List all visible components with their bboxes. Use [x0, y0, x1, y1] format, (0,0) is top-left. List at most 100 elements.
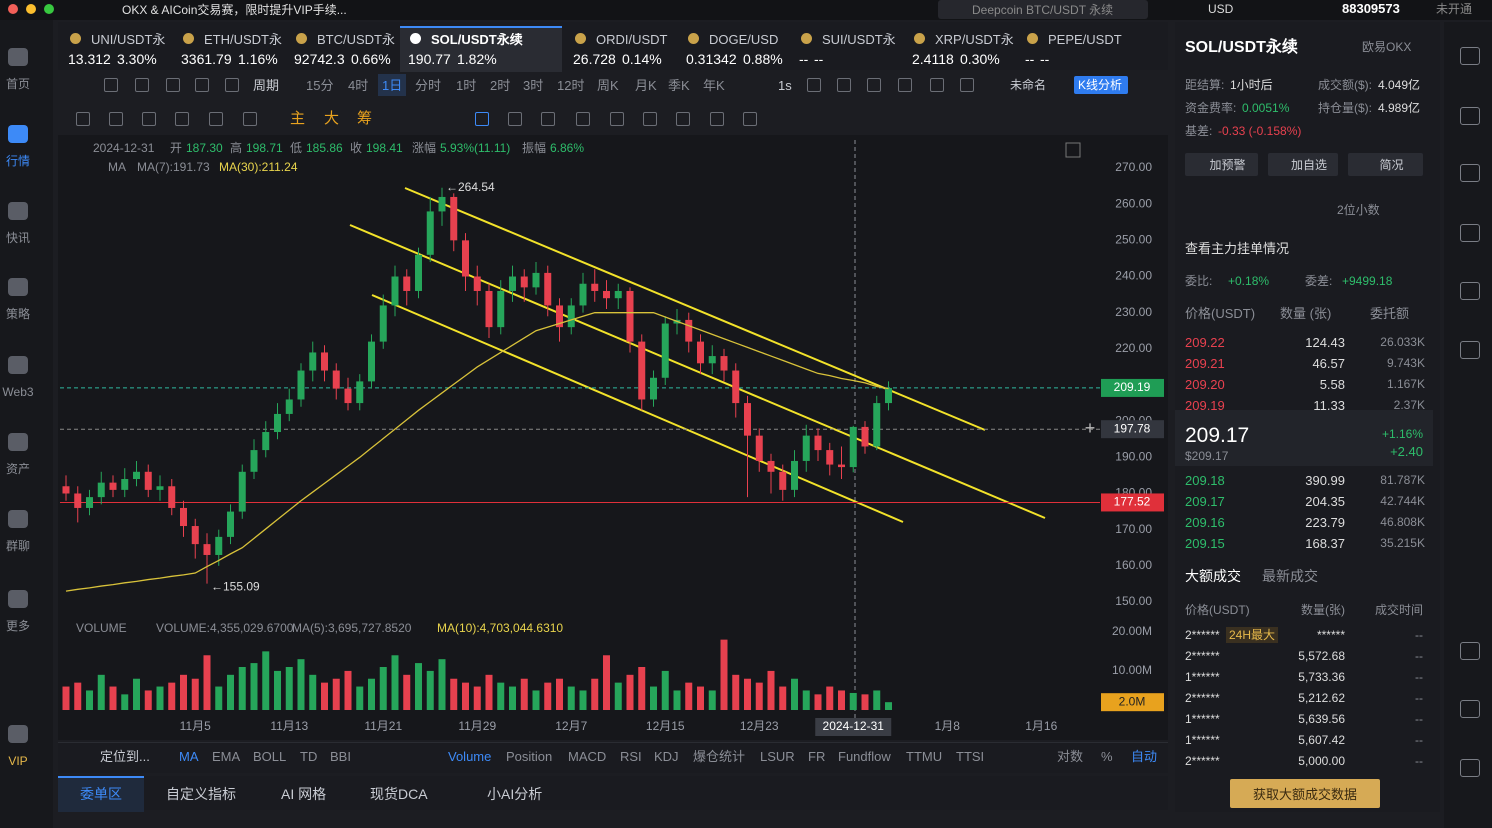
analysis-button-bg[interactable] [1074, 76, 1128, 94]
ticker-symbol[interactable]: BTC/USDT永 [317, 33, 396, 46]
main-indicator[interactable]: TD [300, 749, 318, 764]
ticker-symbol[interactable]: PEPE/USDT [1048, 33, 1122, 46]
tool-icon[interactable] [1460, 224, 1480, 242]
tool-icon[interactable] [541, 112, 555, 126]
ticker-symbol[interactable]: SOL/USDT永续 [431, 33, 523, 46]
period-button[interactable]: 1时 [456, 78, 477, 93]
bottom-tab[interactable]: AI 网格 [281, 786, 327, 802]
ticker-symbol[interactable]: ETH/USDT永 [204, 33, 283, 46]
panel-button[interactable] [1185, 153, 1258, 176]
nav-item[interactable]: 快讯 [5, 231, 31, 245]
axis-option[interactable]: % [1101, 749, 1113, 764]
period-button[interactable]: 周K [597, 78, 619, 93]
sub-indicator[interactable]: KDJ [654, 749, 679, 764]
axis-option[interactable]: 对数 [1057, 749, 1084, 764]
tool-icon[interactable] [475, 112, 489, 126]
tool-icon[interactable] [807, 78, 821, 92]
period-button[interactable]: 2时 [490, 78, 511, 93]
speed-button[interactable]: 1s [778, 78, 792, 93]
tool-icon[interactable] [930, 78, 944, 92]
tool-icon[interactable] [1460, 47, 1480, 65]
search-box[interactable] [938, 0, 1148, 19]
draw-tag[interactable]: 筹 [357, 110, 373, 127]
fetch-button[interactable]: 获取大额成交数据 [1252, 787, 1358, 802]
tool-icon[interactable] [142, 112, 156, 126]
tool-icon[interactable] [576, 112, 590, 126]
tool-icon[interactable] [225, 78, 239, 92]
panel-button-label[interactable]: 加自选 [1290, 158, 1328, 172]
sub-indicator[interactable]: FR [808, 749, 826, 764]
layout-name[interactable]: 未命名 [1010, 78, 1047, 92]
nav-item[interactable]: Web3 [2, 385, 34, 399]
panel-button[interactable] [1268, 153, 1338, 176]
tool-icon[interactable] [135, 78, 149, 92]
panel-button[interactable] [1348, 153, 1423, 176]
period-button[interactable]: 1日 [382, 78, 403, 93]
tool-icon[interactable] [898, 78, 912, 92]
currency-select[interactable]: USD [1208, 2, 1234, 16]
bottom-tab[interactable]: 现货DCA [370, 786, 428, 802]
tool-icon[interactable] [175, 112, 189, 126]
sub-indicator[interactable]: Volume [448, 749, 492, 764]
period-label[interactable]: 周期 [253, 78, 280, 93]
tool-icon[interactable] [243, 112, 257, 126]
main-indicator[interactable]: MA [179, 749, 199, 764]
tool-icon[interactable] [1460, 759, 1480, 777]
tool-icon[interactable] [76, 112, 90, 126]
nav-item[interactable]: 首页 [5, 77, 31, 91]
nav-item[interactable]: 行情 [5, 154, 31, 168]
nav-item[interactable]: 更多 [5, 619, 31, 633]
draw-tag[interactable]: 大 [324, 110, 340, 127]
sub-indicator[interactable]: TTSI [956, 749, 985, 764]
axis-option[interactable]: 自动 [1131, 749, 1158, 764]
ticker-symbol[interactable]: UNI/USDT永 [91, 33, 166, 46]
sub-indicator[interactable]: Fundflow [838, 749, 891, 764]
ticker-symbol[interactable]: ORDI/USDT [596, 33, 668, 46]
tool-icon[interactable] [1460, 164, 1480, 182]
trade-tab[interactable]: 大额成交 [1185, 568, 1241, 584]
ticker-symbol[interactable]: XRP/USDT永 [935, 33, 1014, 46]
analysis-button[interactable]: K线分析 [1078, 78, 1123, 92]
tool-icon[interactable] [1460, 107, 1480, 125]
draw-tag[interactable]: 主 [290, 110, 306, 127]
tool-icon[interactable] [166, 78, 180, 92]
main-indicator[interactable]: EMA [212, 749, 241, 764]
tool-icon[interactable] [837, 78, 851, 92]
tool-icon[interactable] [109, 112, 123, 126]
main-indicator[interactable]: BOLL [253, 749, 287, 764]
exchange[interactable]: 欧易OKX [1362, 40, 1412, 54]
panel-button-label[interactable]: 简况 [1379, 158, 1404, 172]
period-button[interactable]: 15分 [306, 78, 334, 93]
sub-indicator[interactable]: TTMU [906, 749, 943, 764]
ticker-symbol[interactable]: DOGE/USD [709, 33, 779, 46]
tool-icon[interactable] [710, 112, 724, 126]
tool-icon[interactable] [643, 112, 657, 126]
sub-indicator[interactable]: 爆仓统计 [693, 749, 746, 764]
tool-icon[interactable] [676, 112, 690, 126]
tool-icon[interactable] [1460, 700, 1480, 718]
search-input[interactable]: Deepcoin BTC/USDT 永续 [972, 3, 1114, 17]
tool-icon[interactable] [209, 112, 223, 126]
locate-button[interactable]: 定位到... [100, 749, 150, 764]
bottom-tab[interactable]: 委单区 [80, 786, 122, 802]
period-button[interactable]: 分时 [415, 78, 442, 93]
main-indicator[interactable]: BBI [330, 749, 351, 764]
period-button[interactable]: 4时 [348, 78, 369, 93]
sub-indicator[interactable]: Position [506, 749, 553, 764]
tool-icon[interactable] [610, 112, 624, 126]
nav-item[interactable]: 策略 [5, 307, 31, 321]
tool-icon[interactable] [743, 112, 757, 126]
sub-indicator[interactable]: LSUR [760, 749, 795, 764]
tool-icon[interactable] [104, 78, 118, 92]
tool-icon[interactable] [1460, 341, 1480, 359]
tool-icon[interactable] [960, 78, 974, 92]
min-dot[interactable] [26, 4, 36, 14]
max-dot[interactable] [44, 4, 54, 14]
trade-tab[interactable]: 最新成交 [1262, 568, 1318, 584]
nav-item[interactable]: VIP [8, 754, 28, 768]
precision-select[interactable]: 2位小数 [1337, 203, 1380, 217]
sub-indicator[interactable]: RSI [620, 749, 642, 764]
bottom-tab[interactable]: 自定义指标 [166, 786, 236, 802]
tool-icon[interactable] [508, 112, 522, 126]
period-button[interactable]: 月K [635, 78, 657, 93]
